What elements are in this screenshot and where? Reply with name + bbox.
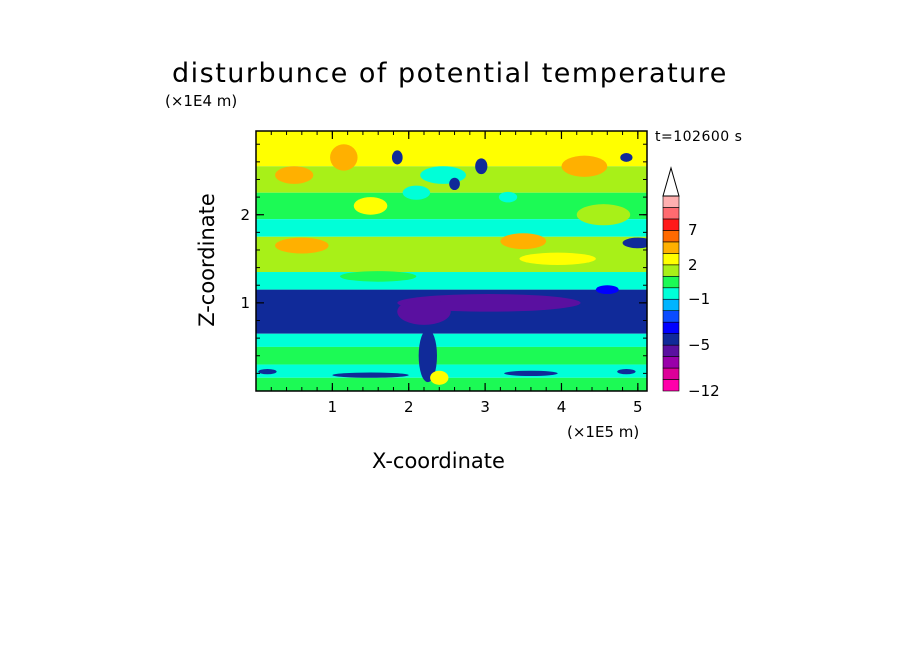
colorbar-segment-3 [662,344,680,357]
contour-band-5 [256,272,647,290]
colorbar-segment-9 [662,275,680,289]
colorbar-segment-13 [662,230,680,243]
colorbar-label: −12 [688,382,720,400]
colorbar-segment-8 [662,287,680,300]
contour-feature-6 [576,204,631,226]
contour-feature-16 [397,298,451,325]
axis-ticks [256,131,647,391]
plot-frame [255,130,648,392]
x-tick-label: 5 [633,398,643,416]
x-tick-label: 4 [556,398,567,416]
contour-band-3 [256,219,647,237]
contour-feature-23 [617,368,636,375]
colorbar-segment-11 [662,253,680,266]
y-tick-label: 2 [240,205,250,224]
colorbar-segment-10 [662,264,680,277]
x-tick-label: 2 [403,398,414,416]
colorbar [662,166,680,392]
colorbar-segment-14 [662,218,680,231]
colorbar-segment-0 [662,379,680,392]
contour-band-10 [256,377,647,391]
contour-feature-18 [418,329,437,383]
contour-feature-17 [595,285,619,295]
contour-feature-4 [500,233,547,250]
colorbar-extend-arrow [662,166,680,197]
x-axis-unit: (×1E5 m) [567,423,640,441]
x-axis-label: X-coordinate [372,449,505,473]
contour-band-9 [256,364,647,378]
colorbar-segment-6 [662,310,680,323]
colorbar-label: 7 [688,221,698,240]
contour-feature-25 [519,252,596,265]
contour-feature-12 [391,150,403,165]
contour-feature-19 [430,370,449,385]
contour-feature-8 [620,153,633,162]
contour-feature-13 [402,185,431,200]
contour-feature-3 [275,237,329,254]
colorbar-segment-4 [662,333,680,346]
contour-feature-10 [475,158,488,175]
contour-feature-21 [504,370,558,377]
x-tick-label: 1 [327,398,338,416]
contour-feature-0 [275,166,314,184]
contour-feature-11 [449,177,460,191]
colorbar-segment-15 [662,207,680,220]
y-axis-unit: (×1E4 m) [165,92,238,110]
time-label: t=102600 s [655,129,743,145]
colorbar-label: −5 [688,336,711,355]
x-tick-label: 3 [480,398,490,416]
contour-feature-24 [340,271,417,282]
colorbar-segment-5 [662,321,680,334]
colorbar-segment-16 [662,195,680,208]
contour-feature-7 [622,237,647,249]
colorbar-segment-7 [662,298,680,312]
colorbar-segment-12 [662,241,680,254]
contour-feature-5 [561,155,608,177]
contour-field [256,131,647,391]
contour-feature-14 [498,191,518,203]
contour-band-8 [256,346,647,365]
contour-band-7 [256,333,647,347]
colorbar-label: 2 [688,255,698,274]
contour-feature-1 [330,144,358,171]
colorbar-segment-2 [662,356,680,369]
contour-feature-22 [258,368,277,375]
contour-feature-2 [353,197,388,215]
y-tick-label: 1 [240,293,250,312]
colorbar-segment-1 [662,367,680,380]
colorbar-label: −1 [688,290,711,309]
chart-title: disturbunce of potential temperature [172,58,728,89]
contour-feature-20 [332,372,409,378]
